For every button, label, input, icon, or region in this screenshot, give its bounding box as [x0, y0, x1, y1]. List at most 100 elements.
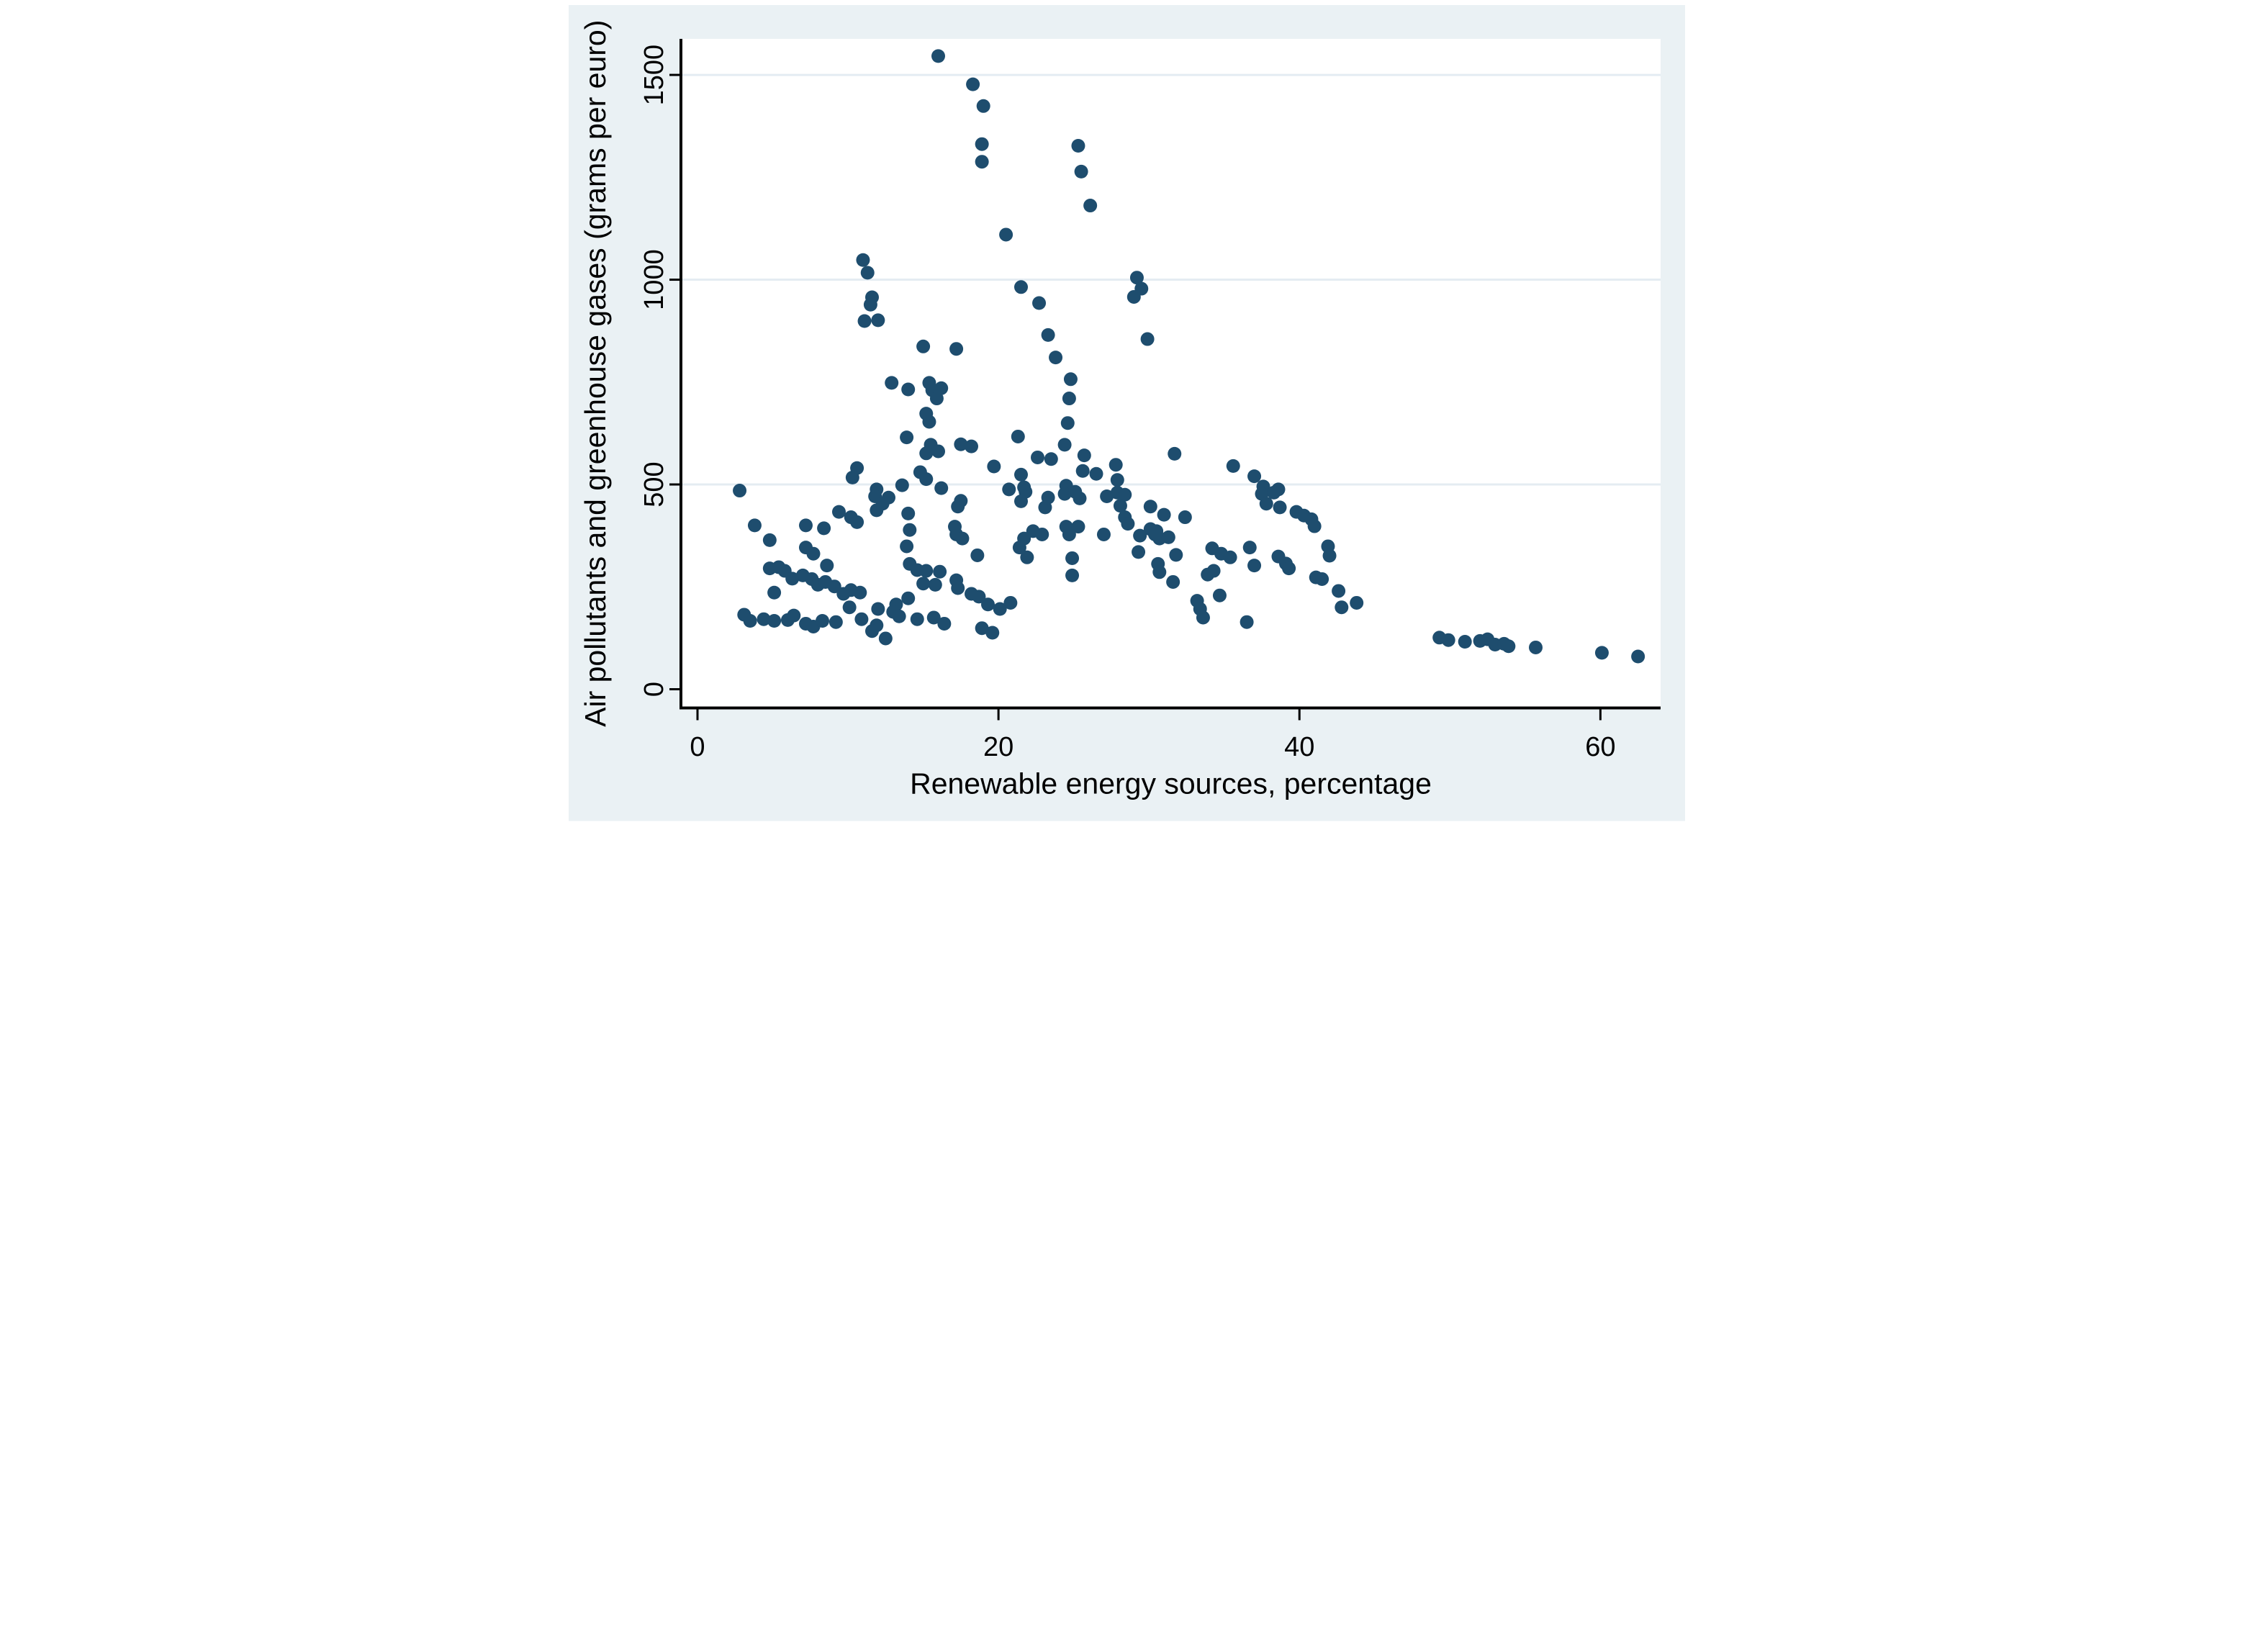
scatter-point: [1120, 517, 1134, 531]
y-tick-label-3: 1500: [639, 45, 669, 106]
scatter-point: [970, 548, 984, 562]
scatter-point: [1083, 199, 1097, 213]
scatter-point: [929, 392, 944, 406]
scatter-point: [1152, 565, 1166, 579]
scatter-point: [900, 382, 915, 397]
scatter-point: [931, 444, 945, 459]
scatter-point: [1065, 551, 1079, 565]
scatter-point: [1240, 615, 1254, 629]
scatter-point: [971, 590, 985, 604]
scatter-point: [1196, 610, 1210, 625]
scatter-point: [902, 523, 916, 537]
x-tick-label-0: 0: [690, 732, 705, 762]
scatter-point: [747, 518, 762, 533]
scatter-point: [1013, 280, 1028, 294]
scatter-point: [932, 564, 947, 579]
scatter-point: [1109, 458, 1123, 472]
scatter-point: [921, 415, 936, 429]
scatter-point: [936, 616, 951, 631]
scatter-point: [1168, 548, 1183, 562]
scatter-point: [1062, 527, 1076, 541]
scatter-point: [1074, 164, 1088, 179]
scatter-point: [1062, 392, 1076, 406]
axis-ticks: [669, 73, 1602, 721]
scatter-point: [1129, 271, 1144, 285]
x-axis-tick-labels: 0 20 40 60: [690, 732, 1615, 762]
scatter-point: [993, 602, 1007, 616]
scatter-point: [1065, 568, 1079, 582]
scatter-point: [986, 459, 1001, 474]
scatter-point: [870, 313, 885, 328]
gridlines: [680, 73, 1661, 486]
scatter-point: [1030, 450, 1044, 464]
scatter-point: [767, 585, 781, 600]
scatter-point: [964, 439, 978, 453]
scatter-point: [918, 446, 933, 461]
scatter-point: [798, 518, 813, 533]
scatter-point: [1012, 541, 1026, 555]
scatter-point: [954, 531, 969, 546]
scatter-point: [1157, 507, 1171, 522]
scatter-point: [1247, 559, 1261, 573]
scatter-point: [950, 581, 965, 595]
scatter-point: [1161, 530, 1175, 544]
scatter-point: [934, 481, 948, 495]
y-axis-tick-labels: 0 500 1000 1500: [639, 45, 669, 697]
scatter-point: [926, 610, 941, 625]
scatter-point: [1331, 584, 1345, 598]
scatter-point: [842, 600, 857, 615]
scatter-point: [878, 631, 893, 646]
scatter-point: [1594, 646, 1609, 660]
scatter-point: [1073, 491, 1086, 505]
scatter-point: [1200, 567, 1214, 582]
scatter-point: [1018, 484, 1032, 499]
y-tick-label-0: 0: [639, 682, 669, 697]
scatter-point: [1441, 633, 1455, 647]
scatter-point: [815, 614, 829, 628]
scatter-point: [884, 376, 898, 390]
scatter-point: [828, 615, 843, 629]
x-tick-label-2: 40: [1284, 732, 1314, 762]
scatter-point: [980, 597, 995, 612]
scatter-point: [965, 77, 980, 91]
scatter-point: [1334, 600, 1348, 615]
scatter-point: [899, 539, 913, 554]
scatter-point: [1044, 452, 1058, 466]
scatter-point: [1259, 497, 1273, 511]
scatter-point: [857, 314, 872, 328]
scatter-point: [757, 612, 770, 626]
scatter-point: [1048, 351, 1062, 365]
scatter-point: [1131, 545, 1145, 559]
axis-lines: [679, 39, 1661, 710]
scatter-point: [1117, 487, 1132, 502]
scatter-point: [1147, 527, 1162, 541]
scatter-point: [870, 602, 885, 616]
scatter-point: [1089, 466, 1103, 481]
scatter-point: [1143, 500, 1157, 514]
scatter-point: [762, 533, 777, 547]
scatter-point: [1070, 139, 1085, 153]
scatter-point: [855, 253, 870, 267]
y-tick-label-2: 1000: [639, 249, 669, 310]
scatter-point: [900, 506, 915, 520]
scatter-point: [1011, 429, 1025, 443]
scatter-point: [816, 521, 831, 536]
scatter-point: [863, 297, 877, 312]
x-axis-title: Renewable energy sources, percentage: [910, 767, 1432, 800]
scatter-point: [985, 626, 999, 640]
scatter-point: [1113, 499, 1127, 513]
scatter-point: [1322, 549, 1337, 563]
scatter-point: [1314, 572, 1329, 586]
scatter-point: [910, 612, 924, 626]
scatter-point: [1060, 416, 1075, 430]
scatter-point: [780, 613, 795, 627]
scatter-point: [806, 546, 820, 561]
scatter-point: [1057, 438, 1072, 452]
scatter-point: [950, 500, 965, 514]
scatter-point: [1013, 467, 1028, 482]
x-tick-label-1: 20: [983, 732, 1013, 762]
scatter-point: [1140, 332, 1155, 346]
scatter-point: [1041, 328, 1055, 342]
scatter-point: [1110, 473, 1124, 487]
chart-figure: 0 500 1000 1500 0 20 40 60 Air pollutant…: [563, 0, 1690, 826]
